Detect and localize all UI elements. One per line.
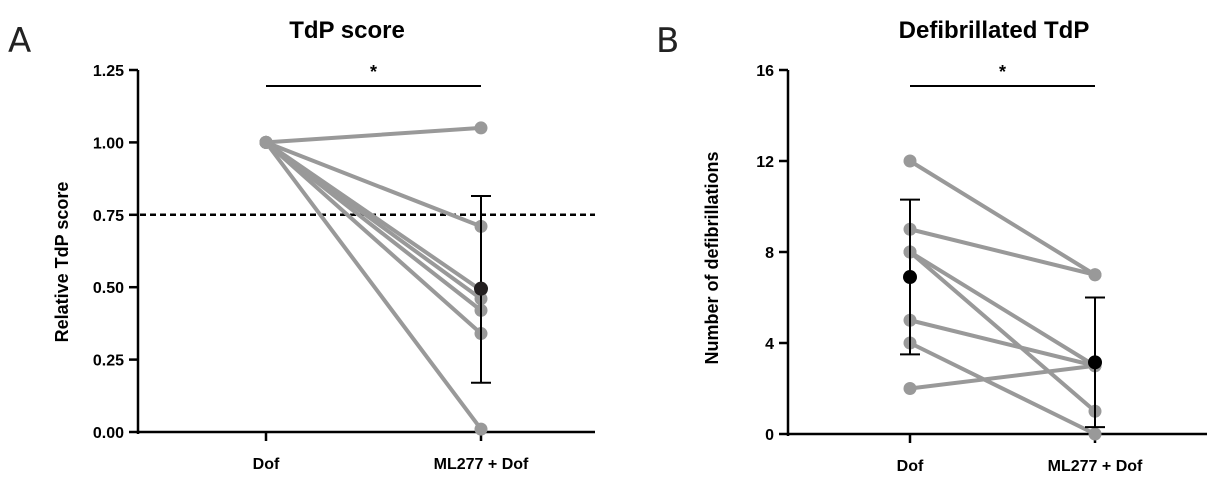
y-tick-label-a: 0.75 [93, 208, 124, 225]
data-point-a [474, 121, 488, 135]
paired-line-b [908, 227, 1097, 277]
y-tick-label-b: 12 [756, 154, 774, 171]
y-tick-label-b: 8 [765, 245, 774, 262]
mean-point-a [474, 281, 488, 296]
y-tick-label-b: 0 [765, 427, 774, 444]
chart-title-a: TdP score [289, 17, 405, 44]
x-tick-label-a: ML277 + Dof [434, 456, 529, 473]
data-point-b [903, 382, 917, 395]
panel-letter-b: B [656, 21, 679, 61]
y-tick-label-a: 0.25 [93, 353, 124, 370]
paired-line-b [908, 318, 1097, 368]
y-tick-label-a: 1.25 [93, 63, 124, 80]
panel-letter-a: A [8, 21, 31, 61]
data-point-b [1088, 427, 1102, 441]
y-tick-label-a: 1.00 [93, 135, 124, 152]
y-tick-label-b: 4 [765, 336, 774, 353]
y-axis-label-b: Number of defibrillations [702, 151, 722, 364]
data-point-b [1088, 268, 1102, 282]
paired-line-b [908, 363, 1097, 391]
data-point-b [903, 154, 917, 168]
paired-line-b [908, 341, 1097, 436]
paired-line-b [908, 250, 1097, 368]
y-axis-label-a: Relative TdP score [52, 182, 72, 343]
paired-line-a [264, 140, 483, 336]
x-tick-label-b: Dof [897, 458, 924, 475]
paired-line-b [908, 250, 1097, 414]
paired-line-b [908, 159, 1097, 277]
paired-line-a [264, 140, 483, 229]
data-point-a [259, 135, 273, 149]
mean-point-b [903, 270, 917, 285]
y-tick-label-a: 0.50 [93, 280, 124, 297]
mean-point-b [1088, 355, 1102, 370]
paired-line-a [264, 140, 483, 432]
data-point-a [474, 422, 488, 436]
paired-line-a [264, 140, 483, 313]
chart-title-b: Defibrillated TdP [899, 17, 1090, 44]
x-tick-label-b: ML277 + Dof [1048, 458, 1143, 475]
x-tick-label-a: Dof [253, 456, 280, 473]
paired-line-a [264, 125, 483, 145]
significance-label-b: * [999, 62, 1006, 82]
y-tick-label-a: 0.00 [93, 425, 124, 442]
panel-a: A TdP score Relative TdP score 0.00 0.25 0… [8, 17, 595, 473]
panel-b: B Defibrillated TdP Number of defibrilla… [656, 17, 1207, 475]
y-tick-label-b: 16 [756, 63, 774, 80]
significance-label-a: * [370, 62, 377, 82]
